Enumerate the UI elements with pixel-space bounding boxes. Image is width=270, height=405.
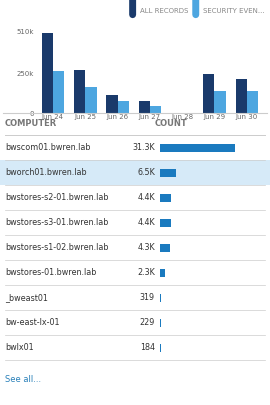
Bar [160,318,161,326]
Text: COUNT: COUNT [155,119,188,128]
Text: COMPUTER: COMPUTER [5,119,57,128]
Bar [214,92,226,113]
Bar [160,194,170,202]
Bar [235,79,247,113]
Text: 31.3K: 31.3K [132,143,155,152]
Bar [160,168,176,177]
Bar [247,91,258,113]
Text: 229: 229 [140,318,155,327]
Text: 6.5K: 6.5K [137,168,155,177]
Text: bworch01.bwren.lab: bworch01.bwren.lab [5,168,87,177]
Text: _bweast01: _bweast01 [5,293,48,302]
Text: 2.3K: 2.3K [137,268,155,277]
Text: SECURITY EVEN...: SECURITY EVEN... [202,8,264,14]
Bar [160,219,170,226]
Text: See all...: See all... [5,375,41,384]
Bar [139,101,150,113]
Bar [85,87,96,113]
Text: bw-east-lx-01: bw-east-lx-01 [5,318,59,327]
Text: ALL RECORDS: ALL RECORDS [140,8,188,14]
Text: bwstores-01.bwren.lab: bwstores-01.bwren.lab [5,268,96,277]
Text: 4.3K: 4.3K [137,243,155,252]
Text: bwlx01: bwlx01 [5,343,34,352]
Bar [150,106,161,113]
Bar [74,70,85,113]
Bar [160,243,170,252]
Bar [117,101,129,113]
Bar [160,269,166,277]
Text: 184: 184 [140,343,155,352]
Bar [0,160,270,185]
Text: 319: 319 [140,293,155,302]
Text: bwscom01.bwren.lab: bwscom01.bwren.lab [5,143,90,152]
Text: 4.4K: 4.4K [137,193,155,202]
Text: bwstores-s2-01.bwren.lab: bwstores-s2-01.bwren.lab [5,193,109,202]
Bar [203,74,214,113]
Text: 4.4K: 4.4K [137,218,155,227]
Bar [42,33,53,113]
Bar [160,294,161,301]
Bar [53,71,64,113]
Bar [160,143,235,151]
Text: bwstores-s3-01.bwren.lab: bwstores-s3-01.bwren.lab [5,218,108,227]
Bar [106,95,117,113]
Text: bwstores-s1-02.bwren.lab: bwstores-s1-02.bwren.lab [5,243,109,252]
Bar [160,343,161,352]
